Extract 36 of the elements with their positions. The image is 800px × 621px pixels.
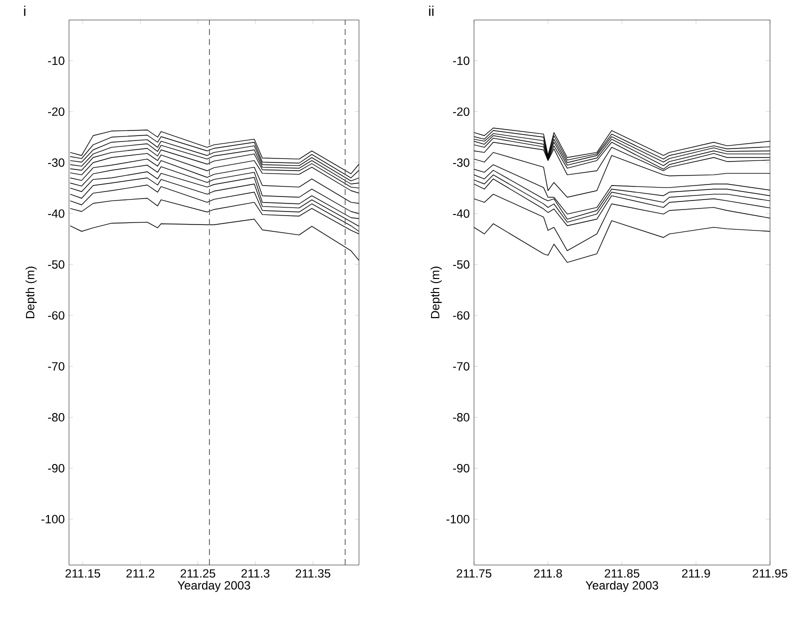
- x-tick-label: 211.35: [296, 569, 330, 578]
- x-tick-label: 211.2: [126, 569, 154, 578]
- y-tick-label: -30: [48, 158, 64, 167]
- chart-title: ii: [429, 6, 434, 16]
- y-tick-label: -80: [453, 413, 470, 422]
- y-axis-title: Depth (m): [430, 266, 442, 318]
- x-tick-label: 211.95: [752, 569, 788, 578]
- y-tick-label: -100: [41, 514, 64, 524]
- x-tick-label: 211.75: [456, 569, 492, 578]
- x-tick-label: 211.85: [604, 569, 640, 578]
- y-tick-label: -50: [48, 260, 64, 269]
- x-tick-label: 211.25: [180, 569, 216, 578]
- y-tick-label: -40: [453, 209, 470, 218]
- x-axis-title: Yearday 2003: [178, 580, 250, 592]
- x-tick-label: 211.3: [242, 569, 270, 578]
- y-tick-label: -100: [446, 514, 470, 524]
- y-tick-label: -10: [48, 56, 64, 65]
- x-tick-label: 211.9: [682, 569, 710, 578]
- y-tick-label: -10: [453, 56, 470, 65]
- y-tick-label: -80: [48, 413, 64, 422]
- chart-title: i: [24, 6, 26, 16]
- x-tick-label: 211.15: [66, 569, 100, 578]
- y-tick-label: -30: [453, 158, 470, 167]
- y-tick-label: -20: [48, 107, 64, 116]
- y-tick-label: -50: [453, 260, 470, 269]
- y-tick-label: -40: [48, 209, 64, 218]
- y-axis-title: Depth (m): [26, 266, 37, 318]
- y-tick-label: -90: [48, 464, 64, 472]
- y-tick-label: -70: [48, 362, 64, 371]
- y-tick-label: -60: [453, 311, 470, 320]
- x-axis-title: Yearday 2003: [586, 580, 658, 592]
- y-tick-label: -20: [453, 107, 470, 116]
- x-tick-label: 211.8: [534, 569, 562, 578]
- y-tick-label: -90: [453, 464, 470, 472]
- y-tick-label: -70: [453, 362, 470, 371]
- y-tick-label: -60: [48, 311, 64, 320]
